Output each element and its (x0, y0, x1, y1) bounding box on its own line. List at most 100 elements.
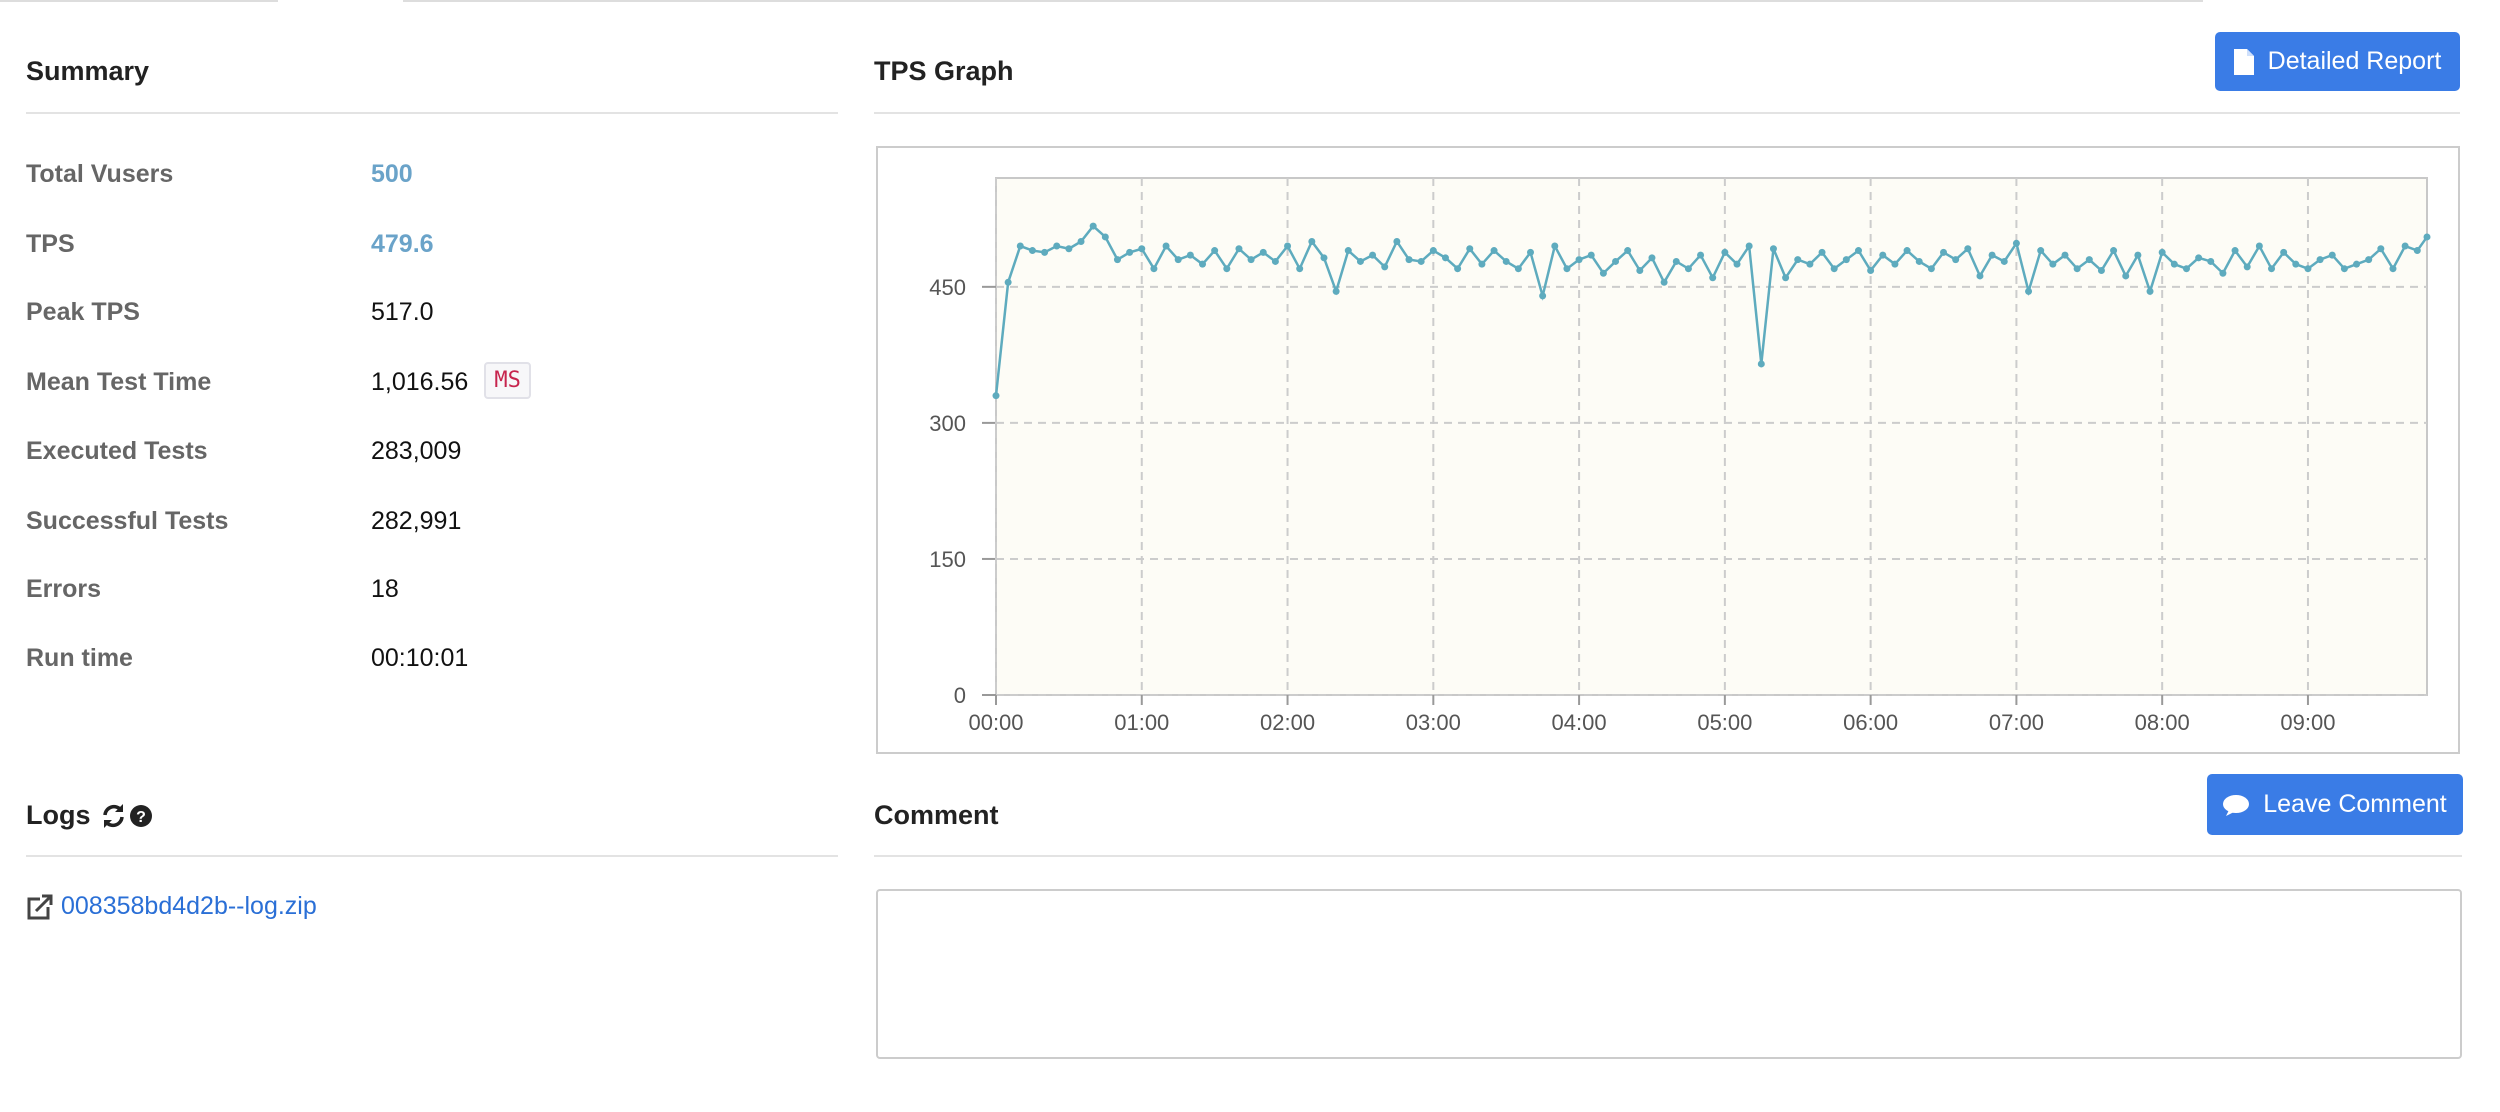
tps-point (1259, 248, 1267, 256)
tps-point (1514, 265, 1522, 273)
tps-point (2423, 233, 2431, 241)
tps-point (1830, 265, 1838, 273)
tps-point (1806, 260, 1814, 268)
tps-point (1526, 248, 1534, 256)
tps-point (1065, 245, 1073, 253)
tps-point (992, 392, 1000, 400)
tps-point (1162, 242, 1170, 250)
tps-point (1539, 292, 1547, 300)
tps-point (1976, 272, 1984, 280)
detailed-report-button[interactable]: Detailed Report (2215, 32, 2460, 91)
row-label: Successful Tests (26, 507, 229, 535)
tps-point (1490, 247, 1498, 255)
x-tick-label: 04:00 (1552, 710, 1607, 735)
divider (874, 855, 2462, 857)
tps-point (2304, 265, 2312, 273)
file-icon (2233, 48, 2254, 75)
row-label: Executed Tests (26, 437, 208, 465)
tps-point (1672, 257, 1680, 265)
comment-icon (2223, 794, 2250, 816)
section-title: Comment (874, 800, 999, 830)
external-link-icon (26, 894, 54, 920)
tps-point (1053, 242, 1061, 250)
tps-point (2097, 267, 2105, 275)
x-tick-label: 05:00 (1697, 710, 1752, 735)
tps-point (2146, 287, 2154, 295)
tps-point (1709, 274, 1717, 282)
tps-point (1551, 242, 1559, 250)
tps-point (2134, 251, 2142, 259)
tps-point (1247, 256, 1255, 264)
divider (26, 855, 838, 857)
tps-point (1745, 242, 1753, 250)
tps-point (2012, 239, 2020, 247)
tps-point (1660, 278, 1668, 286)
row-label: Run time (26, 644, 133, 672)
log-link[interactable]: 008358bd4d2b--log.zip (61, 892, 317, 920)
tps-point (1940, 248, 1948, 256)
tps-point (2122, 272, 2130, 280)
tps-point (1320, 254, 1328, 262)
y-tick-label: 450 (929, 275, 966, 300)
tps-point (1041, 248, 1049, 256)
tps-point (2255, 242, 2263, 250)
header-icons[interactable]: ? (101, 803, 153, 829)
plot-area (995, 177, 2428, 696)
tps-point (2328, 251, 2336, 259)
tps-point (1879, 251, 1887, 259)
button-label: Leave Comment (2263, 790, 2447, 818)
row-value: 500 (371, 160, 413, 188)
tps-point (1782, 274, 1790, 282)
row-value: 00:10:01 (371, 644, 469, 672)
tps-point (2365, 256, 2373, 264)
tps-point (1356, 257, 1364, 265)
tps-point (1016, 242, 1024, 250)
tps-point (1004, 278, 1012, 286)
tps-point (1867, 267, 1875, 275)
logs-header: Logs ? (26, 800, 153, 831)
tps-point (1332, 287, 1340, 295)
x-tick-label: 00:00 (968, 710, 1023, 735)
x-tick-label: 06:00 (1843, 710, 1898, 735)
tps-point (1466, 245, 1474, 253)
tps-point (1138, 245, 1146, 253)
tps-point (1794, 256, 1802, 264)
tps-point (1393, 237, 1401, 245)
row-value: 517.0 (371, 298, 434, 326)
x-tick-label: 08:00 (2135, 710, 2190, 735)
row-label: Peak TPS (26, 298, 140, 326)
tps-point (1126, 248, 1134, 256)
tps-point (2182, 265, 2190, 273)
tps-point (1223, 265, 1231, 273)
x-tick-label: 02:00 (1260, 710, 1315, 735)
divider (874, 112, 2460, 114)
tps-point (1769, 245, 1777, 253)
section-title: Logs (26, 800, 91, 830)
tps-point (1101, 233, 1109, 241)
row-value: 479.6 (371, 230, 434, 258)
row-value: 282,991 (371, 507, 462, 535)
tps-point (1077, 237, 1085, 245)
row-label: TPS (26, 230, 75, 258)
divider (26, 112, 838, 114)
tps-point (1721, 248, 1729, 256)
row-value: 1,016.56 (371, 368, 469, 396)
tps-point (2243, 263, 2251, 271)
tps-point (2219, 269, 2227, 277)
row-label: Mean Test Time (26, 368, 212, 396)
tps-point (1697, 251, 1705, 259)
tps-point (1308, 237, 1316, 245)
tps-point (2073, 265, 2081, 273)
tps-point (2401, 242, 2409, 250)
tps-point (1113, 256, 1121, 264)
comment-box[interactable] (876, 889, 2462, 1059)
x-tick-label: 03:00 (1406, 710, 1461, 735)
button-label: Detailed Report (2267, 47, 2442, 75)
leave-comment-button[interactable]: Leave Comment (2207, 774, 2463, 835)
tps-chart: 0 150 300 450 00:00 01:00 02:00 03:00 04:00 05:00… (876, 146, 2460, 754)
tps-point (2158, 248, 2166, 256)
tps-point (2353, 260, 2361, 268)
tps-point (2061, 251, 2069, 259)
tps-point (1624, 247, 1632, 255)
